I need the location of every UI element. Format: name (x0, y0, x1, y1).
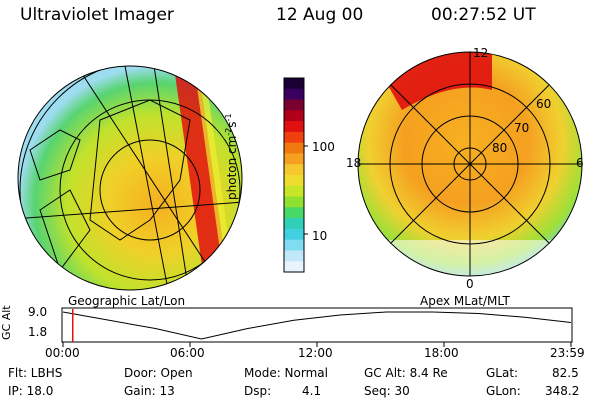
glon-value: 348.2 (545, 384, 580, 398)
colorbar-cell (284, 164, 304, 176)
date-label: 12 Aug 00 (276, 5, 364, 25)
colorbar-cell (284, 185, 304, 198)
colorbar-cell (284, 88, 304, 101)
coastline-2 (89, 99, 191, 241)
colorbar-label: photon cm-2s-1 (224, 113, 239, 200)
lat-label-60: 60 (536, 97, 551, 111)
glat-value: 82.5 (552, 366, 579, 380)
gc-alt-info: GC Alt: 8.4 Re (364, 366, 448, 380)
colorbar-cell (284, 218, 304, 230)
lat-label-70: 70 (514, 121, 529, 135)
mlt-label-18: 18 (346, 156, 361, 170)
altitude-curve (62, 311, 572, 340)
colorbar-cell (284, 261, 304, 273)
mlt-label-12: 12 (473, 46, 488, 60)
colorbar-cell (284, 239, 304, 251)
gain-info: Gain: 13 (124, 384, 175, 398)
colorbar-cell (284, 175, 304, 187)
door-info: Door: Open (124, 366, 193, 380)
apex-caption: Apex MLat/MLT (420, 294, 510, 308)
colorbar-cell (284, 110, 304, 122)
ip-info: IP: 18.0 (8, 384, 54, 398)
magnetic-image: 12 18 6 0 60 70 80 (346, 46, 584, 291)
dsp-label: Dsp: (244, 384, 272, 398)
colorbar-cell (284, 121, 304, 133)
geographic-image (17, 65, 243, 291)
colorbar-cell (284, 207, 304, 219)
timeline-frame (61, 307, 573, 343)
colorbar-tick-100: 100 (312, 140, 335, 154)
colorbar-cell (284, 99, 304, 111)
altitude-timeline (61, 307, 573, 347)
colorbar-cell (284, 228, 304, 241)
timeline-tick-1200: 12:00 (298, 346, 333, 360)
mode-info: Mode: Normal (244, 366, 328, 380)
timeline-tick-1800: 18:00 (424, 346, 459, 360)
timeline-ymin: 1.8 (28, 325, 48, 339)
colorbar-cell (284, 196, 304, 208)
colorbar-cell (284, 250, 304, 262)
timeline-tick-0600: 06:00 (170, 346, 205, 360)
colorbar-cell (284, 78, 304, 90)
timeline-ylabel: GC Alt (0, 305, 13, 340)
mlt-label-0: 0 (466, 277, 474, 291)
colorbar (283, 77, 308, 273)
mlt-label-6: 6 (576, 156, 584, 170)
timeline-tick-0000: 00:00 (45, 346, 80, 360)
auroral-arc (173, 66, 231, 290)
instrument-title: Ultraviolet Imager (20, 5, 174, 25)
seq-info: Seq: 30 (364, 384, 410, 398)
colorbar-cell (284, 153, 304, 165)
timeline-ymax: 9.0 (28, 305, 48, 319)
colorbar-cell (284, 142, 304, 154)
flt-info: Flt: LBHS (8, 366, 63, 380)
geographic-caption: Geographic Lat/Lon (68, 294, 186, 308)
timeline-tick-2359: 23:59 (550, 346, 585, 360)
lat-label-80: 80 (492, 141, 507, 155)
coastline-1 (29, 129, 81, 181)
dsp-value: 4.1 (302, 384, 322, 398)
glat-label: GLat: (486, 366, 519, 380)
colorbar-cell (284, 131, 304, 144)
colorbar-tick-10: 10 (312, 229, 328, 243)
time-label: 00:27:52 UT (431, 5, 536, 25)
glon-label: GLon: (486, 384, 521, 398)
